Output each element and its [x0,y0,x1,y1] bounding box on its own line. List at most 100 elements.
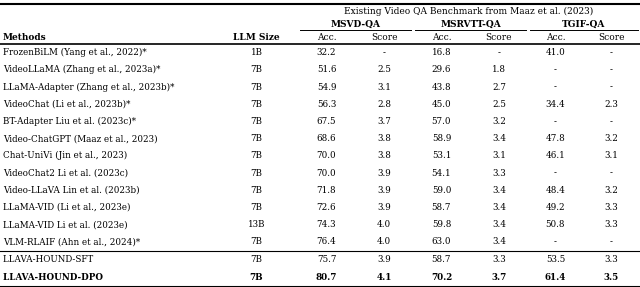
Text: 3.8: 3.8 [377,134,391,143]
Text: Video-ChatGPT (Maaz et al., 2023): Video-ChatGPT (Maaz et al., 2023) [3,134,157,143]
Text: 4.0: 4.0 [377,237,391,246]
Text: Chat-UniVi (Jin et al., 2023): Chat-UniVi (Jin et al., 2023) [3,151,127,160]
Text: LLaMA-VID (Li et al., 2023e): LLaMA-VID (Li et al., 2023e) [3,203,131,212]
Text: 29.6: 29.6 [432,65,451,74]
Text: 3.5: 3.5 [604,273,619,282]
Text: 7B: 7B [250,255,262,265]
Text: Acc.: Acc. [546,33,565,42]
Text: 3.8: 3.8 [377,151,391,160]
Text: Score: Score [486,33,512,42]
Text: 7B: 7B [250,168,262,177]
Text: FrozenBiLM (Yang et al., 2022)*: FrozenBiLM (Yang et al., 2022)* [3,48,147,57]
Text: 3.3: 3.3 [605,203,618,212]
Text: 75.7: 75.7 [317,255,336,265]
Text: -: - [497,48,500,57]
Text: 47.8: 47.8 [546,134,565,143]
Text: 71.8: 71.8 [317,186,336,195]
Text: -: - [554,117,557,126]
Text: 54.1: 54.1 [432,168,451,177]
Text: 3.4: 3.4 [492,186,506,195]
Text: MSVD-QA: MSVD-QA [330,20,381,29]
Text: LLAVA-H⁠OUND-DPO: LLAVA-H⁠OUND-DPO [3,273,103,282]
Text: 3.1: 3.1 [492,151,506,160]
Text: VideoLLaMA (Zhang et al., 2023a)*: VideoLLaMA (Zhang et al., 2023a)* [3,65,161,74]
Text: 46.1: 46.1 [546,151,565,160]
Text: 58.9: 58.9 [432,134,451,143]
Text: -: - [610,48,613,57]
Text: 56.3: 56.3 [317,100,336,109]
Text: 68.6: 68.6 [317,134,336,143]
Text: VideoChat (Li et al., 2023b)*: VideoChat (Li et al., 2023b)* [3,100,131,109]
Text: 2.8: 2.8 [377,100,391,109]
Text: 7B: 7B [250,134,262,143]
Text: 7B: 7B [250,82,262,92]
Text: 2.5: 2.5 [377,65,391,74]
Text: TGIF-QA: TGIF-QA [563,20,605,29]
Text: VLM-RLAIF (Ahn et al., 2024)*: VLM-RLAIF (Ahn et al., 2024)* [3,237,140,246]
Text: 58.7: 58.7 [432,203,451,212]
Text: 4.1: 4.1 [376,273,392,282]
Text: LLM Size: LLM Size [233,33,280,42]
Text: 61.4: 61.4 [545,273,566,282]
Text: 7B: 7B [250,237,262,246]
Text: 3.9: 3.9 [377,203,391,212]
Text: 2.3: 2.3 [605,100,618,109]
Text: -: - [610,237,613,246]
Text: Acc.: Acc. [432,33,451,42]
Text: -: - [383,48,385,57]
Text: -: - [610,168,613,177]
Text: 3.9: 3.9 [377,255,391,265]
Text: 53.5: 53.5 [546,255,565,265]
Text: 3.4: 3.4 [492,134,506,143]
Text: 7B: 7B [250,100,262,109]
Text: 3.4: 3.4 [492,220,506,229]
Text: 1.8: 1.8 [492,65,506,74]
Text: 3.3: 3.3 [605,220,618,229]
Text: 3.9: 3.9 [377,168,391,177]
Text: 72.6: 72.6 [317,203,336,212]
Text: -: - [554,168,557,177]
Text: 3.3: 3.3 [492,168,506,177]
Text: 58.7: 58.7 [432,255,451,265]
Text: 4.0: 4.0 [377,220,391,229]
Text: 7B: 7B [250,186,262,195]
Text: 57.0: 57.0 [432,117,451,126]
Text: VideoChat2 Li et al. (2023c): VideoChat2 Li et al. (2023c) [3,168,128,177]
Text: LLaMA-Adapter (Zhang et al., 2023b)*: LLaMA-Adapter (Zhang et al., 2023b)* [3,82,174,92]
Text: Existing Video QA Benchmark from Maaz et al. (2023): Existing Video QA Benchmark from Maaz et… [344,6,594,15]
Text: LLAVA-H⁠OUND-SFT: LLAVA-H⁠OUND-SFT [3,255,93,265]
Text: 54.9: 54.9 [317,82,336,92]
Text: 2.5: 2.5 [492,100,506,109]
Text: 3.7: 3.7 [492,273,507,282]
Text: -: - [554,82,557,92]
Text: 3.4: 3.4 [492,203,506,212]
Text: 3.2: 3.2 [605,186,618,195]
Text: 3.1: 3.1 [377,82,391,92]
Text: 7B: 7B [250,117,262,126]
Text: BT-Adapter Liu et al. (2023c)*: BT-Adapter Liu et al. (2023c)* [3,117,136,126]
Text: -: - [610,82,613,92]
Text: 59.8: 59.8 [432,220,451,229]
Text: 7B: 7B [250,273,263,282]
Text: 70.0: 70.0 [317,168,336,177]
Text: 13B: 13B [248,220,265,229]
Text: Methods: Methods [3,33,47,42]
Text: 3.1: 3.1 [605,151,618,160]
Text: 70.0: 70.0 [317,151,336,160]
Text: Acc.: Acc. [317,33,336,42]
Text: 2.7: 2.7 [492,82,506,92]
Text: 74.3: 74.3 [317,220,336,229]
Text: -: - [554,65,557,74]
Text: 3.9: 3.9 [377,186,391,195]
Text: MSRVTT-QA: MSRVTT-QA [440,20,501,29]
Text: 3.3: 3.3 [605,255,618,265]
Text: 53.1: 53.1 [432,151,451,160]
Text: 3.7: 3.7 [377,117,391,126]
Text: 32.2: 32.2 [317,48,336,57]
Text: 7B: 7B [250,203,262,212]
Text: 45.0: 45.0 [432,100,451,109]
Text: -: - [610,117,613,126]
Text: 34.4: 34.4 [546,100,565,109]
Text: 51.6: 51.6 [317,65,336,74]
Text: 16.8: 16.8 [432,48,451,57]
